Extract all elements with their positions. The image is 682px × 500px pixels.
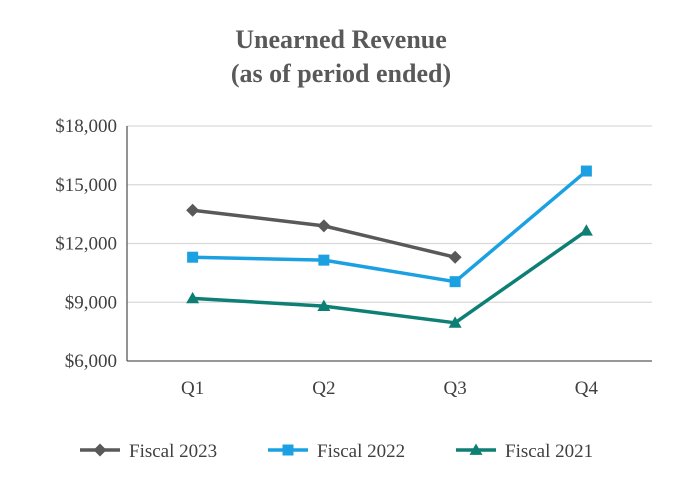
legend-label: Fiscal 2023: [129, 441, 217, 462]
y-tick-label: $6,000: [65, 351, 117, 372]
data-point: [317, 299, 331, 312]
data-point: [317, 219, 331, 233]
x-tick-label: Q2: [312, 378, 335, 399]
legend-marker: [93, 443, 107, 457]
data-point: [186, 203, 200, 217]
legend-item: Fiscal 2023: [80, 441, 217, 462]
data-point: [448, 250, 462, 264]
legend-item: Fiscal 2021: [456, 441, 593, 462]
legend: Fiscal 2023 Fiscal 2022 Fiscal 2021: [80, 441, 593, 462]
series-group: [186, 165, 593, 328]
series-fiscal-2023: [186, 203, 462, 264]
y-tick-label: $15,000: [55, 175, 117, 196]
data-point: [580, 165, 592, 177]
series-fiscal-2022: [187, 165, 592, 288]
chart-subtitle: (as of period ended): [231, 59, 451, 88]
data-point: [449, 276, 461, 288]
data-point: [448, 316, 462, 328]
chart-title: Unearned Revenue: [235, 25, 447, 54]
y-tick-label: $18,000: [55, 116, 117, 137]
y-tick-label: $12,000: [55, 234, 117, 255]
series-fiscal-2021: [186, 224, 593, 328]
data-point: [579, 224, 593, 236]
x-tick-label: Q3: [444, 378, 467, 399]
legend-item: Fiscal 2022: [268, 441, 405, 462]
series-line: [192, 208, 456, 259]
data-point: [187, 251, 199, 263]
series-line: [192, 229, 588, 325]
data-point: [318, 254, 330, 266]
x-tick-label: Q4: [575, 378, 599, 399]
data-point: [186, 291, 200, 304]
legend-label: Fiscal 2022: [317, 441, 405, 462]
legend-marker: [469, 443, 483, 455]
y-tick-label: $9,000: [65, 292, 117, 313]
axes: $6,000 $9,000 $12,000 $15,000 $18,000 Q1 Q2 Q3 Q…: [55, 116, 652, 399]
gridlines: [127, 125, 652, 303]
legend-label: Fiscal 2021: [505, 441, 593, 462]
legend-marker: [282, 444, 294, 456]
x-tick-label: Q1: [181, 378, 204, 399]
series-line: [192, 169, 588, 284]
